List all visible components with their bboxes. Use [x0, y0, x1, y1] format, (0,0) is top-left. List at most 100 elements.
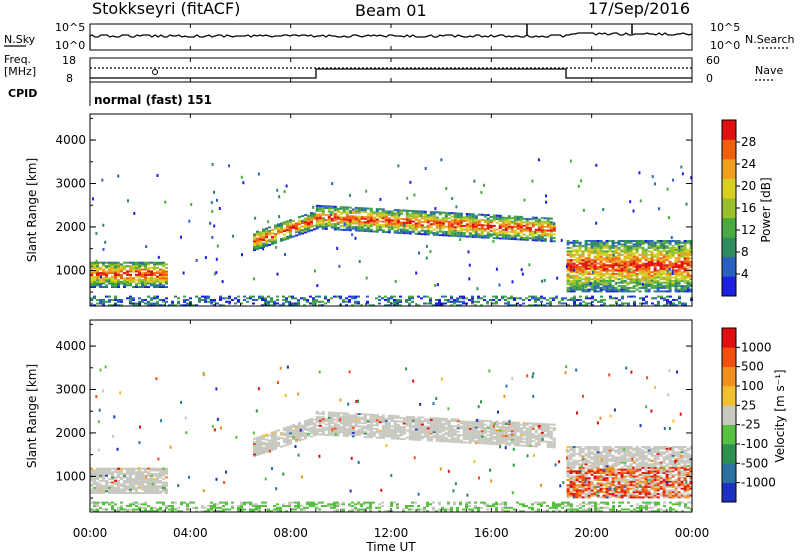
echo-cell [629, 259, 633, 262]
echo-cell [489, 216, 493, 218]
echo-cell [132, 280, 135, 283]
echo-cell [543, 433, 547, 436]
echo-cell [549, 221, 553, 224]
echo-cell [608, 465, 612, 468]
colorbar-tick-label: 24 [741, 157, 756, 171]
echo-cell [674, 281, 678, 284]
echo-cell [318, 295, 321, 298]
echo-cell [90, 469, 93, 472]
echo-cell [599, 273, 603, 275]
echo-cell [456, 226, 460, 229]
echo-cell [286, 436, 289, 439]
echo-cell [480, 224, 484, 227]
echo-cell [593, 465, 597, 468]
echo-cell [348, 417, 352, 420]
echo-cell [315, 215, 319, 218]
echo-cell [629, 255, 633, 258]
echo-cell [102, 476, 105, 479]
echo-cell [575, 283, 579, 286]
echo-cell [279, 304, 282, 307]
echo-cell [282, 304, 285, 307]
echo-cell [483, 442, 487, 445]
echo-cell [590, 485, 594, 488]
echo-cell [375, 419, 379, 422]
echo-cell [102, 474, 105, 477]
echo-cell [114, 263, 117, 266]
echo-cell [92, 197, 94, 201]
echo-cell [647, 264, 651, 267]
echo-cell [411, 213, 415, 216]
echo-cell [626, 252, 630, 255]
echo-cell [677, 264, 681, 267]
echo-cell [662, 243, 666, 246]
echo-cell [623, 262, 627, 265]
echo-cell [501, 221, 505, 224]
echo-cell [219, 297, 222, 300]
echo-cell [617, 248, 621, 251]
echo-cell [417, 423, 421, 426]
echo-cell [342, 422, 346, 425]
echo-cell [572, 266, 576, 268]
echo-cell [549, 432, 553, 435]
echo-cell [90, 265, 93, 268]
echo-cell [501, 440, 505, 443]
echo-cell [375, 424, 379, 427]
echo-cell [689, 250, 693, 253]
echo-cell [369, 431, 373, 434]
echo-cell [593, 269, 597, 272]
echo-cell [210, 302, 213, 305]
echo-cell [255, 299, 258, 301]
echo-cell [668, 290, 672, 293]
echo-cell [650, 252, 654, 255]
echo-cell [345, 211, 349, 214]
echo-cell [498, 232, 502, 235]
echo-cell [584, 458, 588, 461]
echo-cell [608, 260, 612, 263]
echo-cell [351, 212, 355, 214]
echo-cell [644, 290, 648, 293]
echo-cell [96, 273, 99, 276]
echo-cell [579, 295, 582, 298]
echo-cell [566, 262, 570, 265]
echo-cell [659, 285, 663, 288]
echo-cell [295, 437, 298, 440]
echo-cell [312, 299, 315, 301]
echo-cell [348, 428, 352, 431]
echo-cell [198, 300, 201, 303]
echo-cell [339, 295, 342, 298]
echo-cell [271, 435, 274, 437]
echo-cell [566, 267, 570, 270]
echo-cell [135, 478, 138, 481]
echo-cell [495, 443, 499, 446]
echo-cell [578, 241, 582, 244]
echo-cell [399, 304, 402, 307]
echo-cell [569, 485, 573, 488]
echo-cell [566, 288, 570, 291]
echo-cell [444, 215, 448, 218]
echo-cell [578, 283, 582, 286]
echo-cell [99, 299, 102, 301]
echo-cell [593, 283, 597, 286]
echo-cell [632, 259, 636, 262]
echo-cell [126, 261, 129, 264]
echo-cell [351, 431, 355, 434]
echo-cell [480, 421, 484, 424]
echo-cell [147, 467, 150, 470]
echo-cell [537, 435, 541, 438]
echo-cell [647, 269, 651, 272]
echo-cell [614, 288, 618, 291]
echo-cell [552, 442, 556, 445]
echo-cell [462, 231, 466, 234]
echo-cell [665, 290, 669, 293]
echo-cell [578, 465, 582, 468]
echo-cell [593, 477, 597, 480]
echo-cell [680, 288, 684, 291]
echo-cell [465, 219, 469, 222]
echo-cell [450, 430, 454, 433]
echo-cell [468, 225, 472, 228]
echo-cell [581, 274, 585, 277]
echo-cell [498, 443, 502, 446]
echo-cell [504, 440, 508, 443]
echo-cell [360, 222, 364, 225]
echo-cell [298, 231, 301, 234]
